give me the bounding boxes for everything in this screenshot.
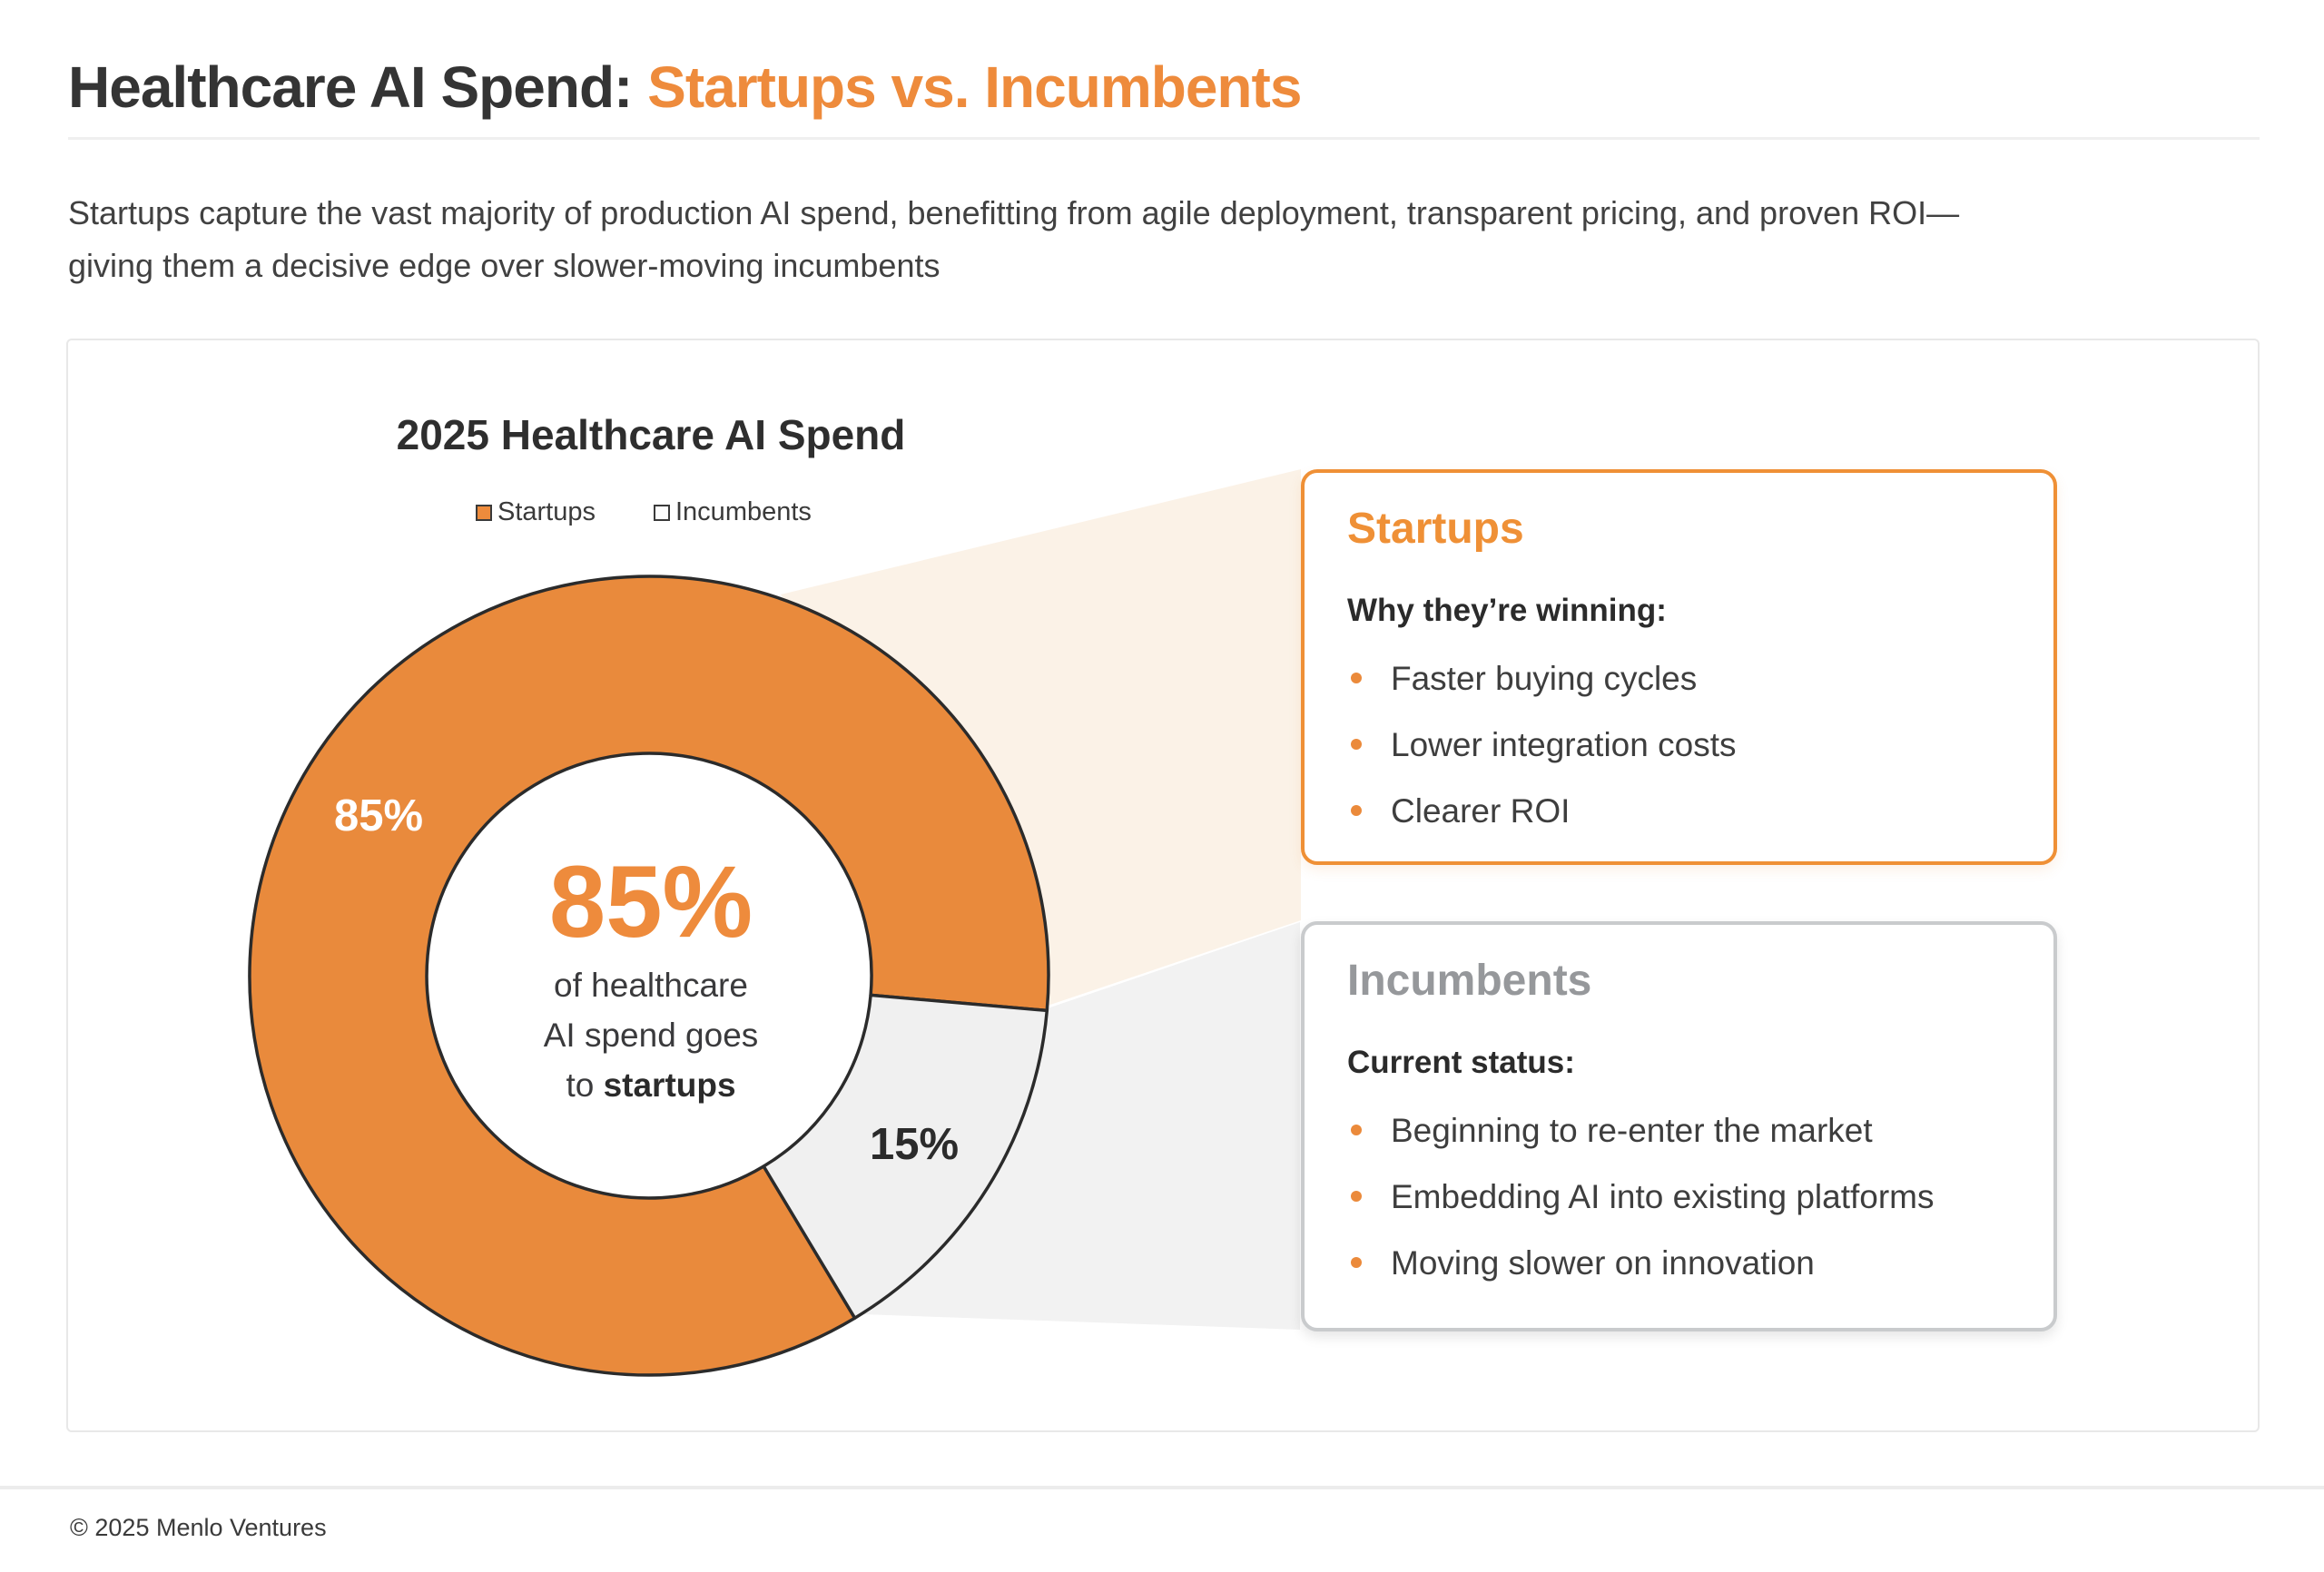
page-title-dark: Healthcare AI Spend: [68, 54, 648, 120]
center-caption-line-3: to startups [544, 1060, 759, 1110]
list-item: Embedding AI into existing platforms [1347, 1178, 2026, 1216]
center-caption-line-3-prefix: to [566, 1066, 604, 1104]
incumbents-callout-box: Incumbents Current status: Beginning to … [1301, 921, 2057, 1331]
chart-title: 2025 Healthcare AI Spend [396, 411, 906, 458]
legend-swatch-incumbents-icon [654, 504, 670, 521]
startups-bullet-3: Clearer ROI [1391, 792, 1571, 830]
center-caption-line-1: of healthcare [554, 967, 748, 1004]
bullet-dot-icon [1351, 805, 1362, 816]
incumbents-bullet-1: Beginning to re-enter the market [1391, 1112, 1873, 1149]
page-title: Healthcare AI Spend: Startups vs. Incumb… [68, 54, 1302, 121]
legend-swatch-startups-icon [476, 504, 492, 521]
donut-slice-incumbents [762, 993, 1049, 1320]
list-item: Moving slower on innovation [1347, 1244, 2026, 1282]
footer-divider [0, 1486, 2324, 1489]
legend-label-incumbents: Incumbents [675, 497, 812, 526]
bullet-dot-icon [1351, 1191, 1362, 1202]
list-item: Lower integration costs [1347, 726, 2026, 764]
bullet-dot-icon [1351, 739, 1362, 750]
list-item: Clearer ROI [1347, 792, 2026, 830]
incumbents-callout-band [862, 922, 1300, 1330]
bullet-dot-icon [1351, 1125, 1362, 1135]
subtitle-line-2: giving them a decisive edge over slower-… [68, 247, 940, 284]
list-item: Beginning to re-enter the market [1347, 1112, 2026, 1150]
incumbents-bullet-3: Moving slower on innovation [1391, 1244, 1815, 1282]
center-caption-line-3-bold: startups [603, 1066, 736, 1104]
startups-bullet-1: Faster buying cycles [1391, 660, 1698, 697]
legend-item-startups: Startups [476, 497, 596, 527]
bullet-dot-icon [1351, 673, 1362, 683]
footer-copyright: © 2025 Menlo Ventures [70, 1514, 327, 1541]
title-divider [68, 137, 2260, 140]
list-item: Faster buying cycles [1347, 660, 2026, 698]
incumbents-bullet-2: Embedding AI into existing platforms [1391, 1178, 1935, 1215]
page-title-accent: Startups vs. Incumbents [647, 54, 1302, 120]
donut-center-caption: of healthcare AI spend goes to startups [544, 960, 759, 1110]
incumbents-box-title: Incumbents [1347, 957, 1592, 1005]
legend-item-incumbents: Incumbents [654, 497, 812, 527]
startups-box-subheading: Why they’re winning: [1347, 593, 1667, 628]
slice-label-startups: 85% [333, 791, 424, 840]
startups-bullet-2: Lower integration costs [1391, 726, 1737, 763]
slice-label-incumbents: 15% [869, 1120, 960, 1169]
incumbents-box-subheading: Current status: [1347, 1045, 1575, 1080]
donut-slice-startups [248, 575, 1050, 1377]
startups-box-title: Startups [1347, 505, 1524, 553]
subtitle-line-1: Startups capture the vast majority of pr… [68, 194, 1960, 231]
page-subtitle: Startups capture the vast majority of pr… [68, 187, 2265, 292]
startups-callout-box: Startups Why they’re winning: Faster buy… [1301, 469, 2057, 865]
chart-legend: Startups Incumbents [476, 497, 812, 527]
startups-callout-band [781, 469, 1301, 1007]
bullet-dot-icon [1351, 1257, 1362, 1268]
center-caption-line-2: AI spend goes [543, 1017, 759, 1054]
legend-label-startups: Startups [497, 497, 596, 526]
donut-center-value: 85% [548, 845, 753, 958]
